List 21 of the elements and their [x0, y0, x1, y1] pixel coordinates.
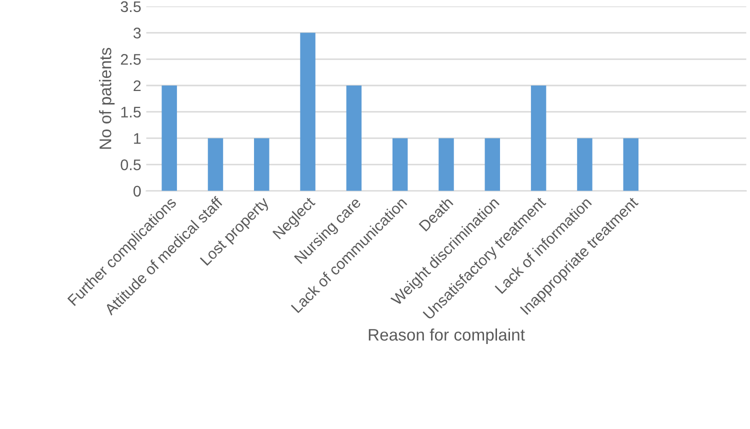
bar [208, 138, 224, 191]
y-tick-label: 3.5 [120, 1, 141, 12]
bar [254, 138, 270, 191]
bar [438, 138, 454, 191]
y-tick-label: 2.5 [120, 54, 141, 65]
bar [530, 85, 546, 191]
y-axis-title: No of patients [99, 48, 115, 149]
y-tick-label: 0 [133, 186, 141, 197]
bar [577, 138, 592, 191]
y-tick-label: 2 [134, 80, 141, 92]
y-tick-label: 0.5 [120, 159, 141, 170]
x-axis-title: Reason for complaint [368, 328, 525, 344]
y-tick-label: 1 [134, 133, 141, 144]
bar [162, 85, 177, 191]
bar [300, 32, 316, 191]
y-tick-label: 3 [133, 28, 141, 38]
y-tick-label: 1.5 [121, 106, 141, 118]
bar [484, 138, 500, 191]
bar [392, 138, 408, 191]
bar [346, 85, 362, 191]
bar [623, 138, 638, 191]
